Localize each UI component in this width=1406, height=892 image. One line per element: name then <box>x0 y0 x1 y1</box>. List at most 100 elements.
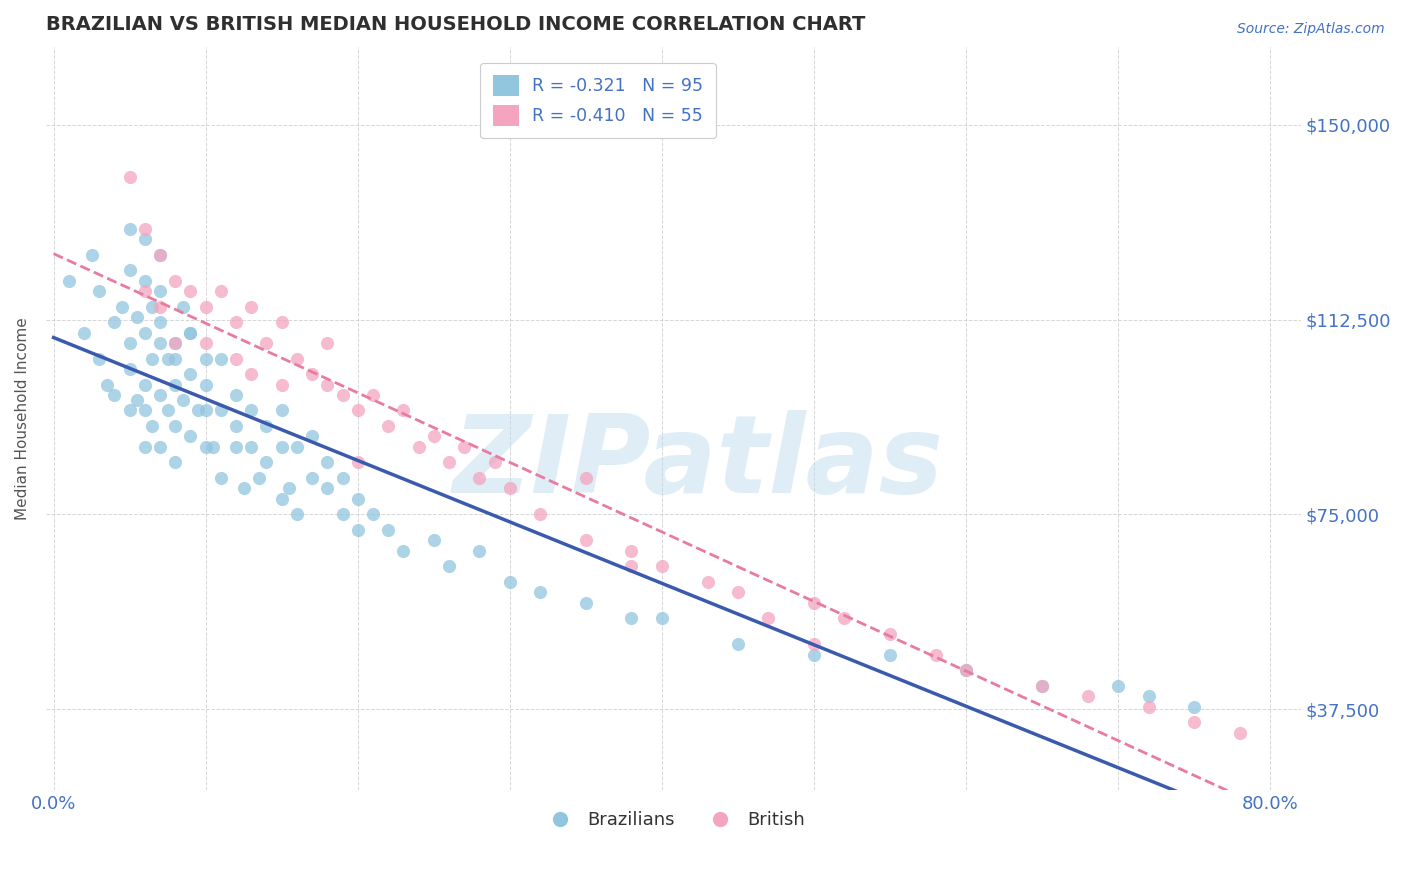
Point <box>209 284 232 298</box>
Point <box>134 274 156 288</box>
Point <box>194 403 217 417</box>
Point <box>134 440 156 454</box>
Point <box>225 351 247 366</box>
Point <box>756 611 779 625</box>
Point <box>149 388 172 402</box>
Y-axis label: Median Household Income: Median Household Income <box>15 317 30 520</box>
Point <box>89 284 111 298</box>
Point <box>301 429 323 443</box>
Point <box>194 377 217 392</box>
Point <box>96 377 118 392</box>
Point <box>377 523 399 537</box>
Point <box>727 585 749 599</box>
Point <box>437 559 460 574</box>
Point <box>437 455 460 469</box>
Point <box>346 491 368 506</box>
Point <box>225 315 247 329</box>
Point <box>346 523 368 537</box>
Point <box>575 596 598 610</box>
Point <box>179 284 201 298</box>
Point <box>103 315 125 329</box>
Point <box>301 367 323 381</box>
Point <box>278 482 301 496</box>
Point <box>134 326 156 340</box>
Point <box>194 440 217 454</box>
Point <box>392 544 415 558</box>
Point <box>270 440 292 454</box>
Point <box>118 362 141 376</box>
Point <box>225 440 247 454</box>
Point <box>149 247 172 261</box>
Point <box>141 419 163 434</box>
Point <box>270 315 292 329</box>
Point <box>423 533 446 548</box>
Point <box>468 544 491 558</box>
Point <box>392 403 415 417</box>
Point <box>118 221 141 235</box>
Point <box>377 419 399 434</box>
Point <box>575 471 598 485</box>
Point <box>134 377 156 392</box>
Point <box>361 508 384 522</box>
Point <box>879 627 901 641</box>
Text: BRAZILIAN VS BRITISH MEDIAN HOUSEHOLD INCOME CORRELATION CHART: BRAZILIAN VS BRITISH MEDIAN HOUSEHOLD IN… <box>46 15 865 34</box>
Point <box>316 482 339 496</box>
Point <box>423 429 446 443</box>
Point <box>134 232 156 246</box>
Point <box>165 455 187 469</box>
Point <box>468 471 491 485</box>
Point <box>209 471 232 485</box>
Point <box>172 300 194 314</box>
Point <box>149 300 172 314</box>
Point <box>225 388 247 402</box>
Point <box>165 274 187 288</box>
Point <box>1031 679 1053 693</box>
Point <box>118 403 141 417</box>
Point <box>803 637 825 651</box>
Point <box>58 274 80 288</box>
Point <box>141 351 163 366</box>
Point <box>332 388 354 402</box>
Point <box>529 585 551 599</box>
Point <box>165 335 187 350</box>
Point <box>179 326 201 340</box>
Point <box>270 377 292 392</box>
Point <box>149 335 172 350</box>
Point <box>225 419 247 434</box>
Point <box>118 335 141 350</box>
Point <box>270 491 292 506</box>
Point <box>1229 725 1251 739</box>
Point <box>240 300 263 314</box>
Point <box>103 388 125 402</box>
Point <box>134 284 156 298</box>
Point <box>1107 679 1129 693</box>
Point <box>332 508 354 522</box>
Point <box>346 403 368 417</box>
Point <box>209 403 232 417</box>
Point <box>620 559 643 574</box>
Point <box>879 648 901 662</box>
Point <box>361 388 384 402</box>
Point <box>499 574 522 589</box>
Point <box>332 471 354 485</box>
Point <box>955 664 977 678</box>
Point <box>256 455 278 469</box>
Point <box>232 482 254 496</box>
Point <box>924 648 946 662</box>
Point <box>111 300 134 314</box>
Point <box>127 393 149 408</box>
Point <box>165 335 187 350</box>
Point <box>499 482 522 496</box>
Point <box>285 351 308 366</box>
Point <box>316 455 339 469</box>
Point <box>529 508 551 522</box>
Point <box>149 247 172 261</box>
Legend: Brazilians, British: Brazilians, British <box>534 805 811 837</box>
Point <box>165 377 187 392</box>
Point <box>127 310 149 324</box>
Point <box>165 351 187 366</box>
Point <box>696 574 718 589</box>
Point <box>80 247 103 261</box>
Point <box>134 221 156 235</box>
Point <box>194 335 217 350</box>
